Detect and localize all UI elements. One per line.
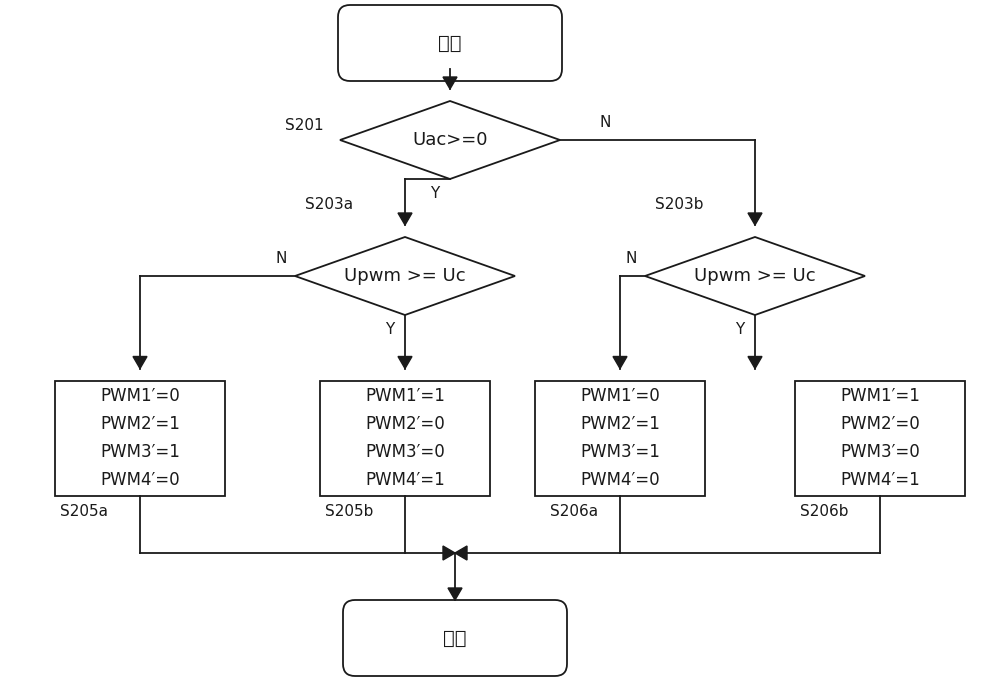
Polygon shape	[133, 357, 147, 369]
Polygon shape	[448, 588, 462, 600]
Text: 结束: 结束	[443, 628, 467, 648]
Text: PWM1′=1
PWM2′=0
PWM3′=0
PWM4′=1: PWM1′=1 PWM2′=0 PWM3′=0 PWM4′=1	[365, 387, 445, 489]
Text: S203b: S203b	[655, 197, 703, 212]
Text: S205a: S205a	[60, 503, 108, 519]
FancyBboxPatch shape	[343, 600, 567, 676]
Text: N: N	[276, 251, 287, 266]
Text: Uac>=0: Uac>=0	[412, 131, 488, 149]
Text: Y: Y	[385, 322, 395, 337]
Polygon shape	[295, 237, 515, 315]
Text: 开始: 开始	[438, 34, 462, 52]
Text: PWM1′=1
PWM2′=0
PWM3′=0
PWM4′=1: PWM1′=1 PWM2′=0 PWM3′=0 PWM4′=1	[840, 387, 920, 489]
FancyBboxPatch shape	[55, 380, 225, 496]
Polygon shape	[340, 101, 560, 179]
Polygon shape	[748, 357, 762, 369]
Text: Upwm >= Uc: Upwm >= Uc	[344, 267, 466, 285]
Polygon shape	[748, 213, 762, 225]
Text: S205b: S205b	[325, 503, 373, 519]
Text: Y: Y	[735, 322, 745, 337]
Polygon shape	[645, 237, 865, 315]
Polygon shape	[455, 546, 467, 560]
Text: S206a: S206a	[550, 503, 598, 519]
Text: PWM1′=0
PWM2′=1
PWM3′=1
PWM4′=0: PWM1′=0 PWM2′=1 PWM3′=1 PWM4′=0	[580, 387, 660, 489]
Text: N: N	[599, 115, 611, 130]
FancyBboxPatch shape	[320, 380, 490, 496]
Polygon shape	[613, 357, 627, 369]
Text: Y: Y	[430, 186, 440, 201]
Polygon shape	[443, 77, 457, 89]
FancyBboxPatch shape	[795, 380, 965, 496]
Polygon shape	[398, 213, 412, 225]
Text: S206b: S206b	[800, 503, 849, 519]
Polygon shape	[443, 546, 455, 560]
FancyBboxPatch shape	[338, 5, 562, 81]
FancyBboxPatch shape	[535, 380, 705, 496]
Text: S201: S201	[285, 117, 324, 133]
Text: S203a: S203a	[305, 197, 353, 212]
Text: Upwm >= Uc: Upwm >= Uc	[694, 267, 816, 285]
Text: PWM1′=0
PWM2′=1
PWM3′=1
PWM4′=0: PWM1′=0 PWM2′=1 PWM3′=1 PWM4′=0	[100, 387, 180, 489]
Text: N: N	[626, 251, 637, 266]
Polygon shape	[398, 357, 412, 369]
